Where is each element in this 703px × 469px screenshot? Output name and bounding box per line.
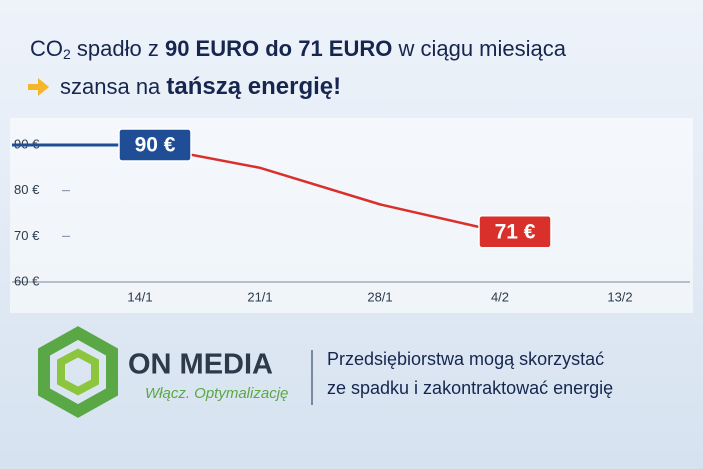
price-line (139, 143, 501, 233)
chart-panel (10, 118, 693, 313)
headline: CO2 spadło z 90 EURO do 71 EURO w ciągu … (30, 36, 567, 62)
subheadline-part: tańszą energię! (166, 73, 341, 100)
y-tick-label: 80 € (14, 182, 40, 197)
tagline: Włącz. Optymalizację (145, 385, 288, 402)
brand: ON MEDIA (128, 349, 273, 381)
headline-part: spadło z (71, 36, 165, 61)
value-label-box (118, 128, 192, 162)
subheadline: szansa na tańszą energię! (60, 73, 341, 100)
x-tick-label: 21/1 (247, 289, 272, 304)
x-tick-label: 13/2 (607, 289, 632, 304)
plot: 60 €70 €80 €90 €14/121/128/14/213/290 €7… (12, 128, 690, 304)
headline-part: CO (30, 36, 63, 61)
headline-part: w ciągu miesiąca (392, 36, 566, 61)
value-label-box (478, 215, 552, 249)
headline-part: 90 EURO do 71 EURO (165, 36, 392, 61)
message-line: ze spadku i zakontraktować energię (327, 378, 613, 398)
x-tick-label: 4/2 (491, 289, 509, 304)
x-tick-label: 14/1 (127, 289, 152, 304)
logo (38, 326, 118, 418)
logo-inner (57, 348, 99, 396)
message-line: Przedsiębiorstwa mogą skorzystać (327, 349, 604, 369)
value-label: 71 € (495, 220, 536, 243)
subheadline-part: szansa na (60, 74, 166, 99)
headline-part: 2 (63, 46, 71, 62)
y-tick-label: 70 € (14, 228, 40, 243)
logo-hexagon (38, 326, 118, 418)
arrow-icon (28, 78, 49, 96)
x-tick-label: 28/1 (367, 289, 392, 304)
y-tick-label: 60 € (14, 273, 40, 288)
value-label: 90 € (135, 134, 176, 157)
